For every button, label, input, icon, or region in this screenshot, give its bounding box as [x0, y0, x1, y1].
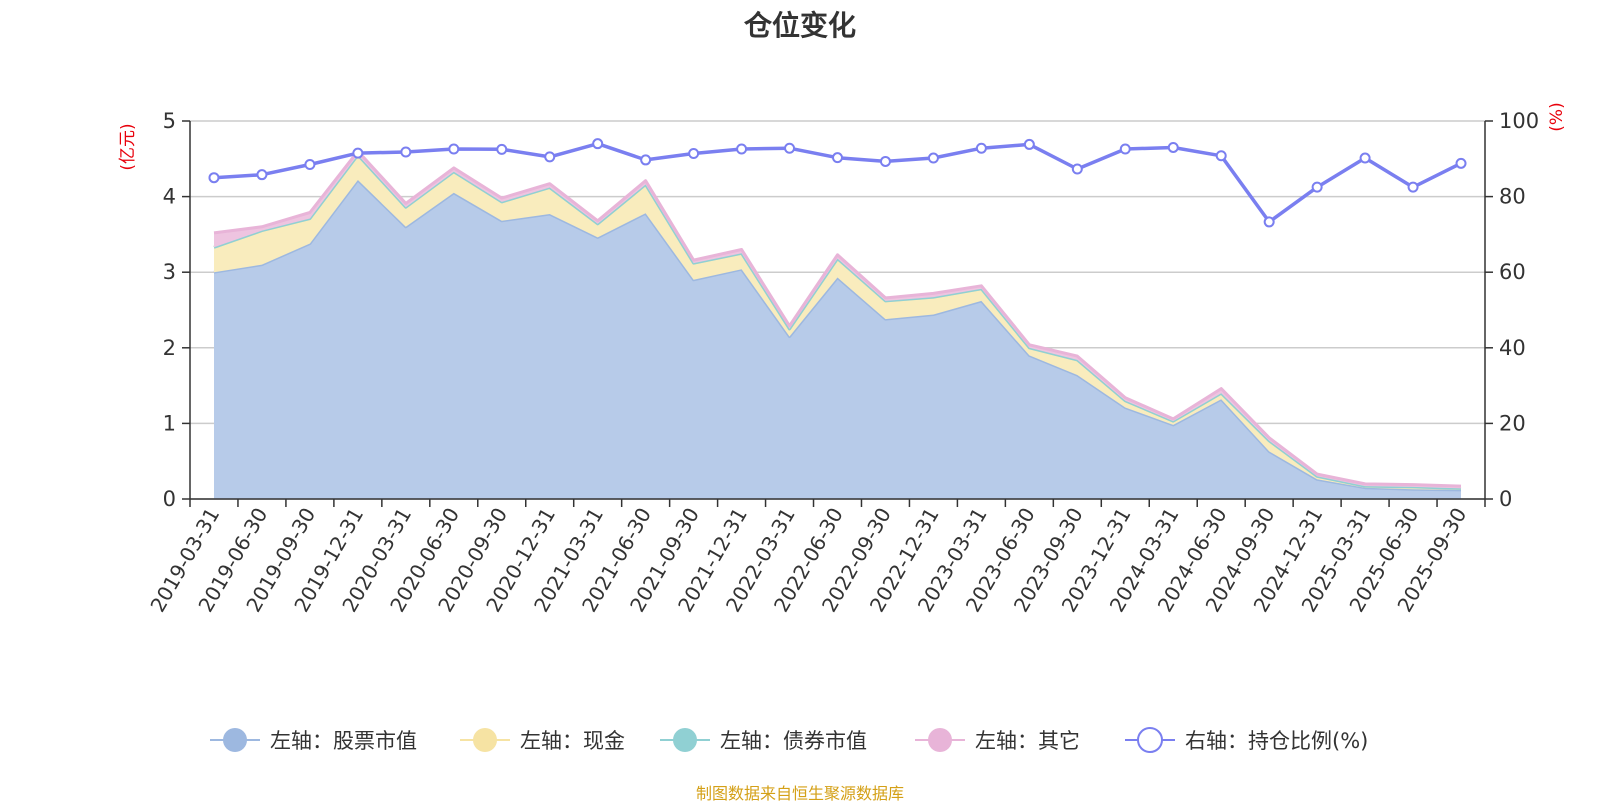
legend-label: 左轴：现金 [520, 729, 625, 753]
right-axis-tick-label: 40 [1499, 336, 1526, 360]
area-line-3 [213, 149, 1462, 488]
position-ratio-point [736, 143, 748, 155]
right-axis-tick-label: 80 [1499, 185, 1526, 209]
position-ratio-point [975, 142, 987, 154]
position-ratio-point [544, 151, 556, 163]
position-ratio-point [448, 143, 460, 155]
right-axis-tick-label: 20 [1499, 411, 1526, 435]
position-ratio-point [784, 142, 796, 154]
right-axis-tick-label: 100 [1499, 109, 1539, 133]
chart-canvas: 0123450204060801002019-03-312019-06-3020… [118, 102, 1567, 753]
left-axis-tick-label: 2 [163, 336, 176, 360]
chart-title: 仓位变化 [743, 9, 856, 42]
left-axis-tick-label: 0 [163, 487, 176, 511]
left-axis-tick-label: 4 [163, 185, 176, 209]
legend-marker [673, 728, 697, 752]
position-ratio-point [832, 152, 843, 164]
position-ratio-point [496, 143, 508, 155]
position-ratio-point [400, 146, 412, 158]
area-1 [214, 155, 1461, 490]
position-ratio-point [688, 148, 700, 160]
position-ratio-point [879, 155, 891, 167]
left-axis-tick-label: 3 [163, 260, 176, 284]
right-axis-unit: (%) [1547, 102, 1567, 131]
legend-marker [473, 728, 497, 752]
legend-marker [928, 728, 952, 752]
position-ratio-point [256, 169, 268, 181]
legend-marker [223, 728, 247, 752]
area-layer [213, 149, 1462, 499]
left-axis-tick-label: 1 [163, 411, 176, 435]
position-ratio-point [1311, 181, 1323, 193]
position-ratio-point [1167, 141, 1179, 153]
position-ratio-point [1455, 157, 1467, 169]
right-axis-tick-label: 60 [1499, 260, 1526, 284]
legend-label: 右轴：持仓比例(%) [1185, 729, 1368, 753]
position-ratio-point [640, 154, 652, 166]
position-ratio-point [927, 152, 939, 164]
position-ratio-point [1023, 138, 1035, 150]
position-ratio-point [208, 172, 220, 184]
legend-label: 左轴：其它 [975, 729, 1080, 753]
right-axis-tick-label: 0 [1499, 487, 1512, 511]
legend: 左轴：股票市值 左轴：现金 左轴：债券市值 左轴：其它 右轴：持仓比例(%) [210, 727, 1368, 753]
line-layer [208, 138, 1467, 228]
position-ratio-point [1407, 181, 1419, 193]
legend-marker [1137, 727, 1163, 753]
left-axis-unit: (亿元) [118, 123, 138, 170]
position-ratio-point [352, 147, 364, 159]
source-note: 制图数据来自恒生聚源数据库 [695, 784, 904, 803]
left-axis-tick-label: 5 [163, 109, 176, 133]
position-ratio-point [1071, 163, 1083, 175]
position-ratio-point [304, 158, 316, 170]
position-ratio-point [592, 138, 604, 150]
position-ratio-point [1215, 150, 1227, 162]
position-ratio-point [1263, 216, 1275, 228]
position-ratio-point [1359, 152, 1371, 164]
legend-label: 左轴：股票市值 [270, 729, 417, 753]
position-ratio-point [1119, 143, 1131, 155]
area-0 [214, 180, 1461, 499]
legend-label: 左轴：债券市值 [720, 729, 867, 753]
